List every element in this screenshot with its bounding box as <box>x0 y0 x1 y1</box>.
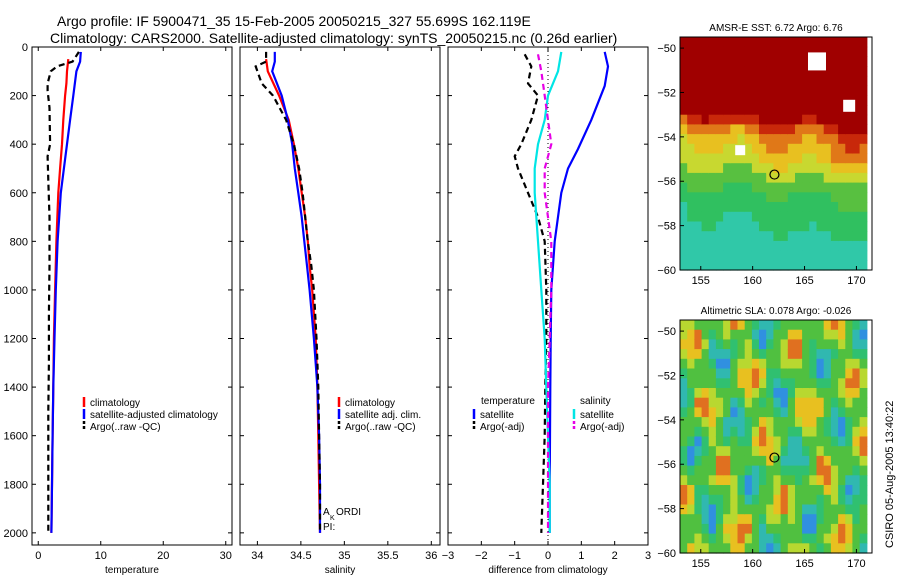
difference-legend-temp-argo-label: Argo(-adj) <box>480 422 524 433</box>
temperature-series-argo-raw-qc <box>46 51 80 533</box>
difference-xlabel: difference from climatology <box>488 565 607 576</box>
temperature-ytick-label: 2000 <box>4 528 28 540</box>
difference-xtick-label: −1 <box>508 550 521 562</box>
temperature-legend-2-label: Argo(..raw -QC) <box>90 422 161 433</box>
salinity-xtick-label: 34 <box>251 550 263 562</box>
difference-xtick-label: 0 <box>545 550 551 562</box>
salinity-xlabel: salinity <box>325 565 356 576</box>
sst-map-ytick-label: −52 <box>657 87 676 99</box>
temperature-xtick-label: 20 <box>157 550 169 562</box>
salinity-annotation-sub: K <box>330 515 335 522</box>
sst-mask-patch <box>735 145 746 156</box>
sst-map-xtick-label: 155 <box>692 275 710 287</box>
sla-map-xtick-label: 170 <box>847 558 865 570</box>
sst-map-xtick-label: 170 <box>847 275 865 287</box>
sst-map-axes-border <box>679 36 873 271</box>
credit-label: CSIRO 05-Aug-2005 13:40:22 <box>884 400 896 548</box>
temperature-ytick-label: 1400 <box>4 382 28 394</box>
salinity-series-argo-raw-qc <box>254 51 322 533</box>
salinity-series-satellite-adj-clim <box>271 51 322 533</box>
temperature-ytick-label: 1600 <box>4 431 28 443</box>
sst-map-profile-marker <box>769 169 780 180</box>
panel-sla-map: Altimetric SLA: 0.078 Argo: -0.026 155 160… <box>657 306 873 570</box>
temperature-xlabel: temperature <box>105 565 159 576</box>
difference-legend-sal-satellite-label: satellite <box>580 410 614 421</box>
sla-map-xtick-label: 160 <box>743 558 761 570</box>
salinity-annotation-line2: PI: <box>323 522 335 533</box>
panel-sst-map: AMSR-E SST: 6.72 Argo: 6.76 155 160 165 170 −… <box>657 23 873 287</box>
difference-series-temperature-satellite <box>548 51 610 533</box>
salinity-xtick-label: 35 <box>338 550 350 562</box>
sla-map-xtick-label: 165 <box>795 558 813 570</box>
salinity-annotation-line1-rest: ORDI <box>336 507 361 518</box>
difference-xtick-label: −2 <box>475 550 488 562</box>
temperature-ytick-label: 1800 <box>4 479 28 491</box>
temperature-ytick-label: 0 <box>22 42 28 54</box>
temperature-ytick-label: 600 <box>10 188 28 200</box>
salinity-xtick-label: 35.5 <box>377 550 398 562</box>
temperature-ytick-label: 400 <box>10 139 28 151</box>
sst-map-ytick-label: −56 <box>657 176 676 188</box>
sst-map-ytick-label: −50 <box>657 43 676 55</box>
difference-legend-sal-argo-label: Argo(-adj) <box>580 422 624 433</box>
sst-mask-patch <box>807 52 826 71</box>
difference-legend-salinity-title: salinity <box>580 396 611 407</box>
salinity-axes-box <box>239 46 441 546</box>
sla-map-ytick-label: −60 <box>657 548 676 560</box>
panel-difference: −3 −2 −1 0 1 2 3 difference from climatology tem… <box>442 46 651 576</box>
temperature-ytick-label: 1000 <box>4 285 28 297</box>
sla-map-heatmap-field <box>680 320 868 554</box>
sst-mask-patch <box>843 99 856 112</box>
temperature-legend-0-label: climatology <box>90 398 140 409</box>
sla-map-ytick-label: −54 <box>657 415 676 427</box>
sla-map-profile-marker <box>769 452 780 463</box>
sla-map-ytick-label: −50 <box>657 326 676 338</box>
difference-xtick-label: 2 <box>612 550 618 562</box>
sst-map-title: AMSR-E SST: 6.72 Argo: 6.76 <box>709 23 843 34</box>
temperature-ytick-label: 200 <box>10 91 28 103</box>
salinity-legend-2-label: Argo(..raw -QC) <box>345 422 416 433</box>
temperature-legend-1-label: satellite-adjusted climatology <box>90 410 218 421</box>
temperature-ytick-label: 1200 <box>4 334 28 346</box>
temperature-xtick-label: 0 <box>35 550 41 562</box>
temperature-ytick-label: 800 <box>10 236 28 248</box>
difference-series-temperature-argo-adj <box>513 53 548 533</box>
salinity-annotation-line1: A <box>323 507 330 518</box>
sst-map-xtick-label: 165 <box>795 275 813 287</box>
difference-legend-temperature-title: temperature <box>481 396 535 407</box>
difference-xtick-label: 1 <box>578 550 584 562</box>
sla-map-ytick-label: −58 <box>657 504 676 516</box>
sla-map-title: Altimetric SLA: 0.078 Argo: -0.026 <box>701 306 852 317</box>
sla-map-axes-border <box>679 319 873 554</box>
salinity-xtick-label: 36 <box>425 550 437 562</box>
sst-map-ytick-label: −54 <box>657 132 676 144</box>
temperature-series-satellite-adjusted-climatology <box>50 51 82 533</box>
sla-map-ytick-label: −56 <box>657 459 676 471</box>
panel-temperature: 0 10 20 30 0 200 400 600 800 1000 1200 1400 1600 1800… <box>4 42 233 576</box>
temperature-xtick-label: 10 <box>95 550 107 562</box>
figure-title-line1: Argo profile: IF 5900471_35 15-Feb-2005 … <box>57 13 531 29</box>
figure-title-line2: Climatology: CARS2000. Satellite-adjuste… <box>50 30 618 46</box>
sst-map-ytick-label: −58 <box>657 221 676 233</box>
salinity-legend-1-label: satellite adj. clim. <box>345 410 421 421</box>
sla-map-ytick-label: −52 <box>657 370 676 382</box>
difference-xtick-label: 3 <box>645 550 651 562</box>
salinity-xtick-label: 34.5 <box>290 550 311 562</box>
difference-series-salinity-argo-adj <box>536 54 553 533</box>
difference-xtick-label: −3 <box>442 550 455 562</box>
sla-map-xtick-label: 155 <box>692 558 710 570</box>
sst-map-ytick-label: −60 <box>657 265 676 277</box>
difference-legend-temp-satellite-label: satellite <box>480 410 514 421</box>
sst-map-heatmap-field <box>680 37 868 271</box>
panel-salinity: 34 34.5 35 35.5 36 salinity climatologysatelli… <box>239 46 441 576</box>
salinity-legend-0-label: climatology <box>345 398 395 409</box>
temperature-xtick-label: 30 <box>220 550 232 562</box>
temperature-axes-box <box>31 46 233 546</box>
sst-map-xtick-label: 160 <box>743 275 761 287</box>
